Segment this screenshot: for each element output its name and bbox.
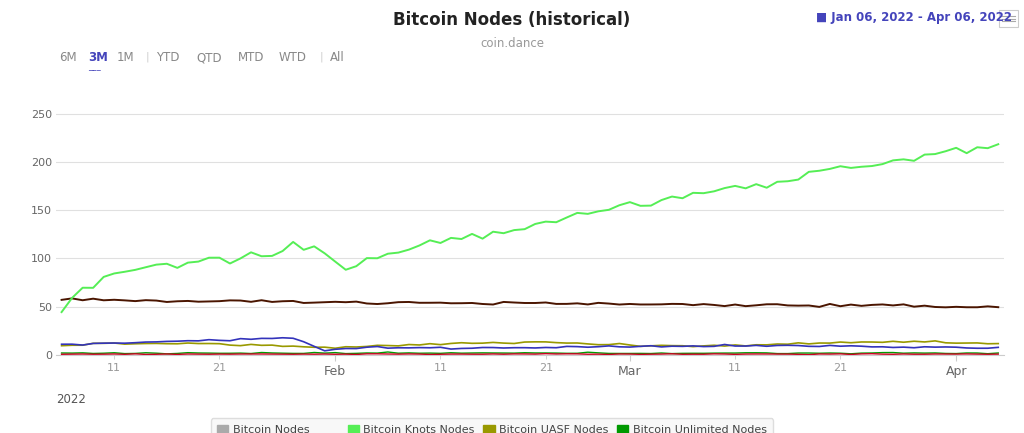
Text: 3M: 3M	[88, 51, 108, 64]
Text: YTD: YTD	[156, 51, 179, 64]
Text: Bitcoin Nodes (historical): Bitcoin Nodes (historical)	[393, 11, 631, 29]
Text: QTD: QTD	[197, 51, 222, 64]
Text: |: |	[319, 51, 324, 61]
Text: All: All	[330, 51, 344, 64]
Text: ■ Jan 06, 2022 - Apr 06, 2022: ■ Jan 06, 2022 - Apr 06, 2022	[816, 11, 1012, 24]
Text: 1M: 1M	[117, 51, 134, 64]
Legend: Bitcoin Nodes, Bitcoin Core Nodes, Bitcoin Knots Nodes, Bitcore Nodes, Bitcoin U: Bitcoin Nodes, Bitcoin Core Nodes, Bitco…	[211, 418, 773, 433]
Text: WTD: WTD	[279, 51, 306, 64]
Text: 2022: 2022	[56, 393, 86, 406]
Text: MTD: MTD	[238, 51, 264, 64]
Text: 6M: 6M	[59, 51, 77, 64]
Text: ___: ___	[88, 62, 100, 71]
Text: coin.dance: coin.dance	[480, 37, 544, 50]
Text: |: |	[145, 51, 150, 61]
